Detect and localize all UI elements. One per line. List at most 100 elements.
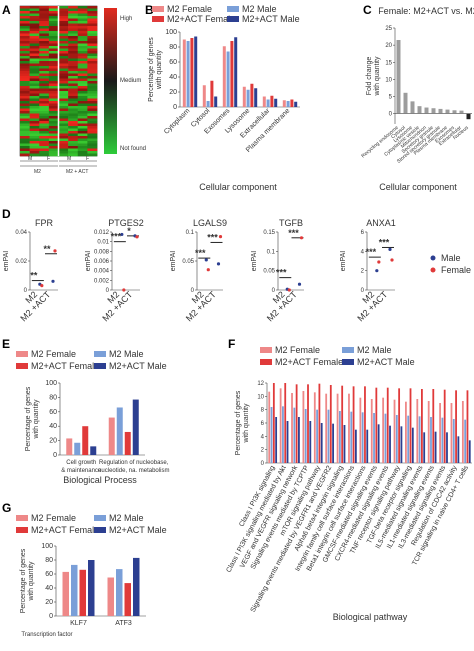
heatmap-cell xyxy=(39,88,50,92)
heatmap-cell xyxy=(68,113,79,117)
heatmap-cell xyxy=(58,141,69,144)
heatmap-cell xyxy=(20,71,30,74)
heatmap-cell xyxy=(58,76,69,79)
heatmap-cell xyxy=(29,111,40,114)
heatmap-cell xyxy=(20,31,30,34)
bar xyxy=(116,569,123,616)
y-tick-label: 0 xyxy=(361,288,365,294)
legend-label: M2 Female xyxy=(31,349,76,359)
heatmap-cell xyxy=(29,66,40,69)
x-tick-label: Cell growth xyxy=(66,460,96,466)
legend-swatch xyxy=(260,347,272,353)
sub-label-m: M xyxy=(28,156,32,162)
heatmap-cell xyxy=(87,136,98,139)
y-tick-label: 60 xyxy=(49,409,57,416)
female-point xyxy=(218,235,223,239)
bar xyxy=(341,385,344,463)
male-point xyxy=(388,247,392,251)
heatmap-cell xyxy=(87,111,98,114)
scale-label-high: High xyxy=(120,16,132,22)
y-tick-label: 100 xyxy=(45,380,57,387)
heatmap-cell xyxy=(87,133,98,137)
bar xyxy=(441,417,444,463)
heatmap-cell xyxy=(48,13,59,17)
bar xyxy=(410,101,415,114)
y-tick-label: 0.1 xyxy=(186,230,195,236)
heatmap-cell xyxy=(68,121,79,124)
heatmap-cell xyxy=(77,86,88,89)
heatmap-cell xyxy=(87,51,98,54)
y-tick-label: 0.02 xyxy=(15,259,27,265)
heatmap-cell xyxy=(29,116,40,119)
bar xyxy=(62,571,69,616)
bar xyxy=(405,401,407,463)
heatmap-cell xyxy=(87,146,98,149)
y-tick-label: 100 xyxy=(165,29,177,36)
heatmap-cell xyxy=(29,128,40,132)
heatmap-cell xyxy=(58,108,69,112)
panel-label-g: G xyxy=(2,501,11,515)
male-point xyxy=(204,258,208,262)
heatmap-cell xyxy=(87,63,98,67)
subplot-title: TGFB xyxy=(279,218,303,228)
heatmap-cell xyxy=(29,16,40,19)
heatmap-cell xyxy=(68,88,79,92)
heatmap-cell xyxy=(87,41,98,44)
heatmap-cell xyxy=(77,68,88,72)
bar xyxy=(427,401,430,463)
heatmap-cell xyxy=(87,8,98,12)
heatmap-cell xyxy=(68,138,79,142)
heatmap-cell xyxy=(20,6,30,9)
heatmap-cell xyxy=(39,26,50,29)
y-tick-label: 0.05 xyxy=(182,259,194,265)
y-tick-label: 6 xyxy=(361,230,365,236)
heatmap-cell xyxy=(77,116,88,119)
heatmap-cell xyxy=(58,16,69,19)
bar xyxy=(393,399,396,463)
heatmap-cell xyxy=(87,21,98,24)
heatmap-cell xyxy=(68,51,79,54)
female-point xyxy=(53,249,57,253)
bar xyxy=(234,37,238,107)
heatmap-cell xyxy=(77,66,88,69)
y-tick-label: 0.012 xyxy=(94,230,110,236)
heatmap-cell xyxy=(20,58,30,62)
heatmap-cell xyxy=(39,141,50,144)
heatmap-cell xyxy=(58,91,69,94)
heatmap-cell xyxy=(39,83,50,87)
bar xyxy=(124,431,131,455)
heatmap-cell xyxy=(87,13,98,17)
bar xyxy=(348,393,350,463)
y-tick-label: 25 xyxy=(385,26,392,32)
y-tick-label: 12 xyxy=(257,381,264,387)
heatmap-cell xyxy=(20,151,30,154)
heatmap-cell xyxy=(20,43,30,47)
y-axis-label: Percentage of genes xyxy=(20,548,27,613)
heatmap-cell xyxy=(48,118,59,122)
bar xyxy=(446,432,448,463)
heatmap-cell xyxy=(87,6,98,9)
heatmap-cell xyxy=(20,61,30,64)
female-point xyxy=(299,236,304,240)
heatmap-cell xyxy=(68,28,79,32)
heatmap-cell xyxy=(58,116,69,119)
heatmap-cell xyxy=(87,143,98,147)
bar xyxy=(466,113,471,120)
heatmap-cell xyxy=(29,108,40,112)
heatmap-cell xyxy=(20,26,30,29)
y-axis-label: with quantity xyxy=(156,50,163,90)
y-tick-label: 6 xyxy=(261,421,265,427)
heatmap-cell xyxy=(87,73,98,77)
heatmap-cell xyxy=(20,46,30,49)
y-tick-label: 80 xyxy=(45,557,53,564)
legend-swatch xyxy=(342,359,354,365)
heatmap-cell xyxy=(39,91,50,94)
heatmap-cell xyxy=(87,61,98,64)
heatmap-cell xyxy=(29,43,40,47)
heatmap-cell xyxy=(87,76,98,79)
bar xyxy=(366,429,369,463)
heatmap-cell xyxy=(87,53,98,57)
heatmap-cell xyxy=(68,73,79,77)
